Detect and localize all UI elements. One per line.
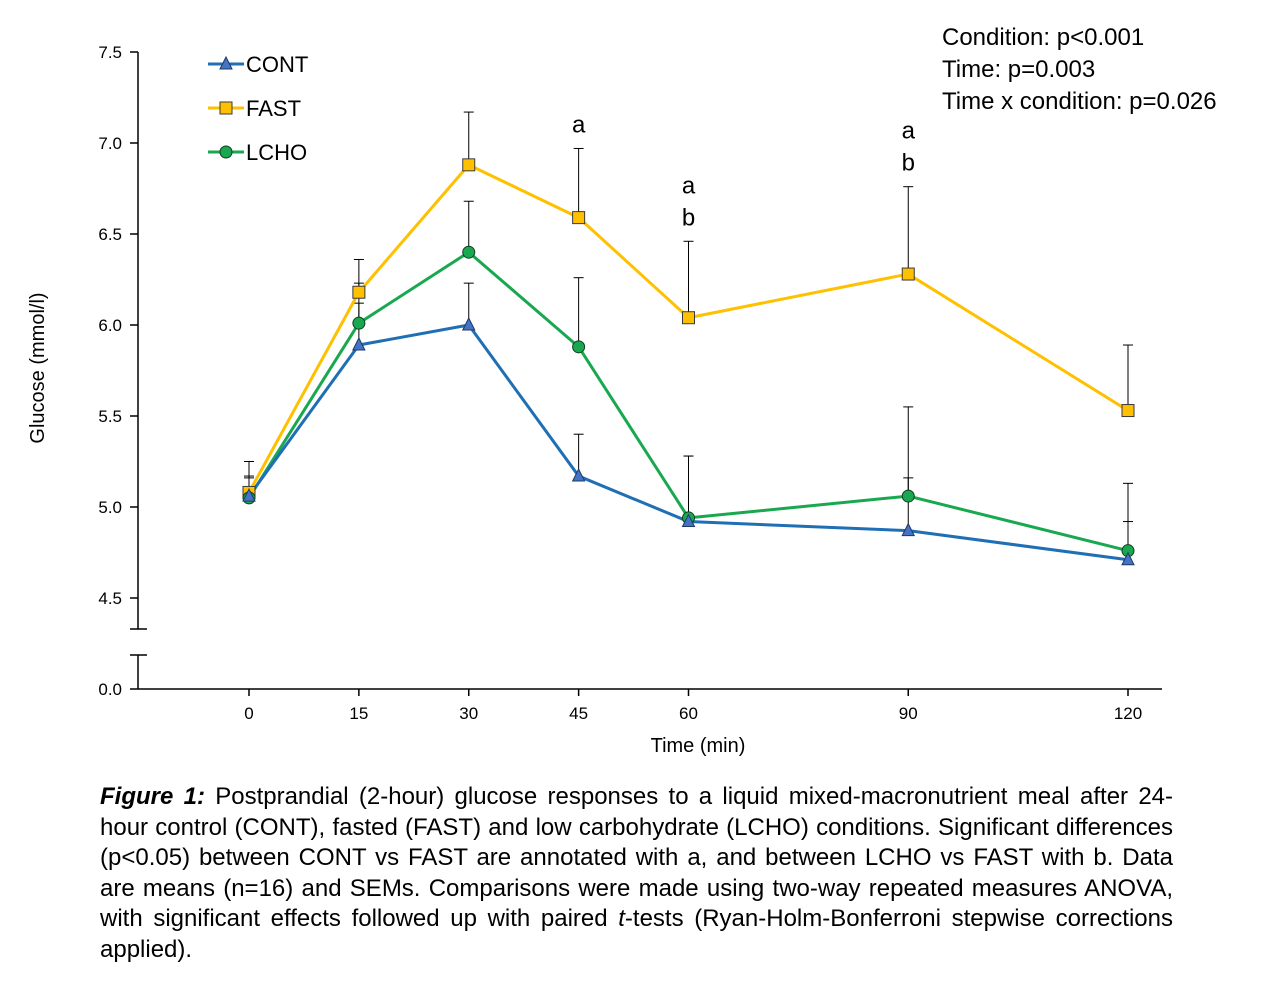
caption-text-1: Postprandial (2-hour) glucose responses … xyxy=(100,783,1174,932)
x-tick-label: 90 xyxy=(899,704,918,723)
data-point-lcho xyxy=(462,245,476,259)
y-tick-label: 6.5 xyxy=(98,225,122,244)
data-point-lcho xyxy=(901,489,915,503)
data-point-cont xyxy=(352,336,366,351)
x-tick-label: 0 xyxy=(244,704,253,723)
significance-label: b xyxy=(682,204,695,231)
y-tick-label: 0.0 xyxy=(98,680,122,699)
caption-t-italic: t xyxy=(618,905,625,932)
legend-label-fast: FAST xyxy=(246,96,301,121)
legend: CONT FAST LCHO xyxy=(208,52,308,165)
figure-caption: Figure 1: Postprandial (2-hour) glucose … xyxy=(100,782,1173,965)
series-lines xyxy=(242,158,1135,566)
y-tick-label: 5.5 xyxy=(98,407,122,426)
y-axis-title: Glucose (mmol/l) xyxy=(27,292,49,443)
legend-marker-cont xyxy=(219,55,233,70)
legend-marker-lcho xyxy=(219,145,233,159)
x-tick-label: 45 xyxy=(569,704,588,723)
data-point-fast xyxy=(682,311,695,325)
legend-marker-fast xyxy=(219,101,233,115)
significance-label: a xyxy=(682,172,696,199)
data-point-cont xyxy=(571,467,586,482)
stat-interaction: Time x condition: p=0.026 xyxy=(942,88,1217,115)
x-tick-label: 30 xyxy=(459,704,478,723)
statistics-box: Condition: p<0.001 Time: p=0.003 Time x … xyxy=(942,22,1217,118)
data-point-fast xyxy=(352,285,366,299)
significance-label: a xyxy=(902,118,916,145)
y-tick-label: 7.5 xyxy=(98,43,122,62)
significance-label: b xyxy=(902,150,915,177)
data-point-cont xyxy=(681,513,696,528)
data-point-cont xyxy=(901,522,916,537)
data-point-lcho xyxy=(352,316,366,330)
glucose-line-chart: 4.5 5.0 5.5 6.0 6.5 7.0 7.5 0.0 0 15 30 45 60 90 120 Ti… xyxy=(27,43,1162,757)
significance-label: a xyxy=(572,111,586,138)
x-axis-title: Time (min) xyxy=(651,735,746,757)
data-point-cont xyxy=(1121,551,1135,566)
x-tick-label: 15 xyxy=(349,704,368,723)
stat-condition: Condition: p<0.001 xyxy=(942,24,1145,51)
data-point-fast xyxy=(901,267,915,281)
data-point-cont xyxy=(242,487,256,502)
x-tick-label: 120 xyxy=(1114,704,1142,723)
legend-label-cont: CONT xyxy=(246,52,308,77)
y-tick-label: 5.0 xyxy=(98,498,122,517)
data-point-fast xyxy=(462,158,476,172)
data-point-fast xyxy=(572,211,586,225)
stat-time: Time: p=0.003 xyxy=(942,56,1096,83)
y-tick-label: 4.5 xyxy=(98,589,122,608)
x-tick-label: 60 xyxy=(679,704,698,723)
axes: 4.5 5.0 5.5 6.0 6.5 7.0 7.5 0.0 0 15 30 45 60 90 120 Ti… xyxy=(27,43,1162,757)
data-point-lcho xyxy=(572,340,586,354)
caption-text-2: -tests (Ryan-Holm-Bonferroni stepwise co… xyxy=(100,905,1173,963)
y-tick-label: 6.0 xyxy=(98,316,122,335)
y-tick-label: 7.0 xyxy=(98,134,122,153)
legend-label-lcho: LCHO xyxy=(246,140,307,165)
data-point-cont xyxy=(461,316,476,331)
caption-label: Figure 1: xyxy=(100,783,205,810)
data-point-fast xyxy=(1121,404,1135,418)
